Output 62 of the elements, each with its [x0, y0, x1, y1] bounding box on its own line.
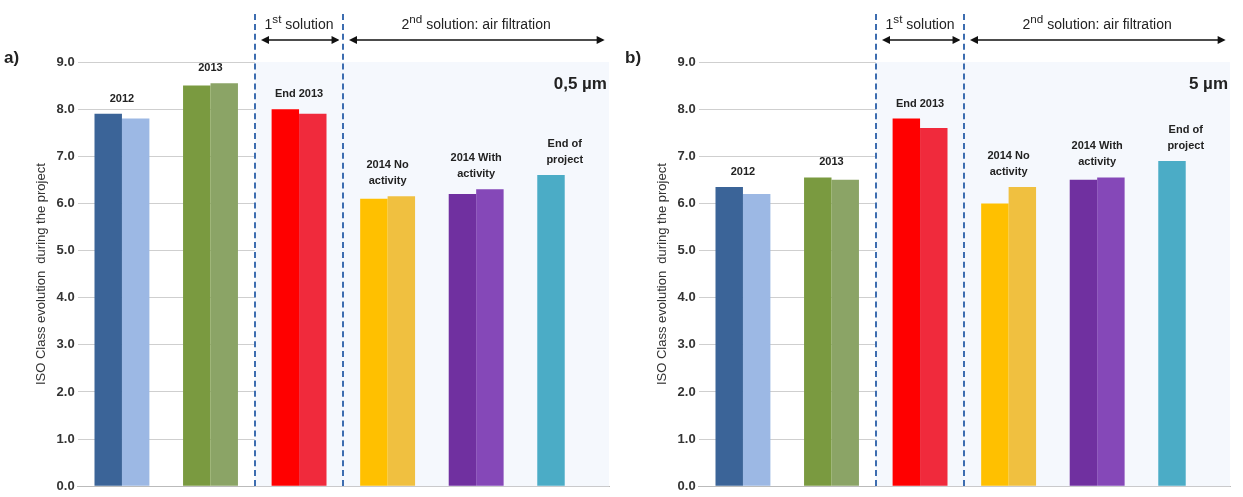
bar [121, 118, 150, 486]
y-tick-label: 4.0 [56, 289, 75, 305]
x-tick-label: End 2013 [894, 95, 946, 111]
y-tick-label: 5.0 [677, 242, 696, 258]
band-label: 1$^{st}$ solution [885, 12, 955, 32]
y-axis-title: ISO Class evolution during the project [654, 162, 670, 386]
bar [183, 85, 211, 486]
bar [94, 113, 122, 486]
y-tick-label: 2.0 [56, 383, 75, 399]
x-tick-label: End of project [545, 136, 585, 168]
y-tick-label: 6.0 [677, 194, 696, 210]
bar [360, 198, 388, 486]
y-tick-label: 6.0 [56, 194, 75, 210]
x-tick-label: End of project [1166, 122, 1206, 153]
y-tick-label: 9.0 [56, 53, 75, 69]
band-label: 2$^{nd}$ solution: air filtration [401, 12, 551, 32]
bar [1158, 160, 1186, 486]
bar [1069, 179, 1098, 486]
y-tick-label: 8.0 [677, 100, 696, 116]
band-label: 1$^{st}$ solution [264, 12, 334, 32]
text: b) [625, 48, 642, 68]
x-tick-label: 2013 [197, 60, 224, 76]
bar [804, 177, 832, 486]
bar [981, 203, 1009, 486]
bar [1008, 186, 1037, 486]
y-tick-label: 2.0 [677, 383, 696, 399]
bar [299, 113, 327, 486]
band-label: 2$^{nd}$ solution: air filtration [1022, 12, 1172, 32]
bar [537, 175, 565, 486]
x-tick-label: 2014 No activity [986, 147, 1031, 179]
x-tick-label: 2014 With activity [449, 150, 503, 182]
y-tick-label: 3.0 [677, 336, 696, 352]
y-tick-label: 1.0 [56, 430, 75, 446]
x-tick-label: 2014 With activity [1070, 138, 1124, 170]
bar [715, 186, 743, 486]
bar [448, 193, 477, 486]
y-tick-label: 0.0 [677, 477, 696, 493]
y-tick-label: 3.0 [56, 336, 75, 352]
bar [920, 127, 948, 486]
bar [210, 83, 238, 486]
y-tick-label: 4.0 [677, 289, 696, 305]
bar [476, 189, 504, 486]
y-tick-label: 5.0 [56, 242, 75, 258]
x-tick-label: 2014 No activity [365, 157, 410, 189]
text: a) [4, 48, 20, 68]
x-tick-label: 2012 [729, 163, 757, 179]
y-tick-label: 9.0 [677, 53, 696, 69]
annotation: 5 µm [1188, 74, 1228, 94]
y-tick-label: 7.0 [677, 147, 696, 163]
bar [742, 193, 771, 486]
x-tick-label: 2013 [818, 154, 845, 170]
bar [387, 196, 416, 486]
annotation: 0,5 µm [553, 74, 607, 94]
x-tick-label: End 2013 [273, 86, 325, 102]
x-tick-label: 2012 [108, 90, 136, 106]
bar [831, 179, 859, 486]
y-tick-label: 7.0 [56, 147, 75, 163]
y-tick-label: 8.0 [56, 100, 75, 116]
y-tick-label: 1.0 [677, 430, 696, 446]
y-axis-title: ISO Class evolution during the project [33, 162, 49, 386]
bar [1097, 177, 1125, 486]
y-tick-label: 0.0 [56, 477, 75, 493]
